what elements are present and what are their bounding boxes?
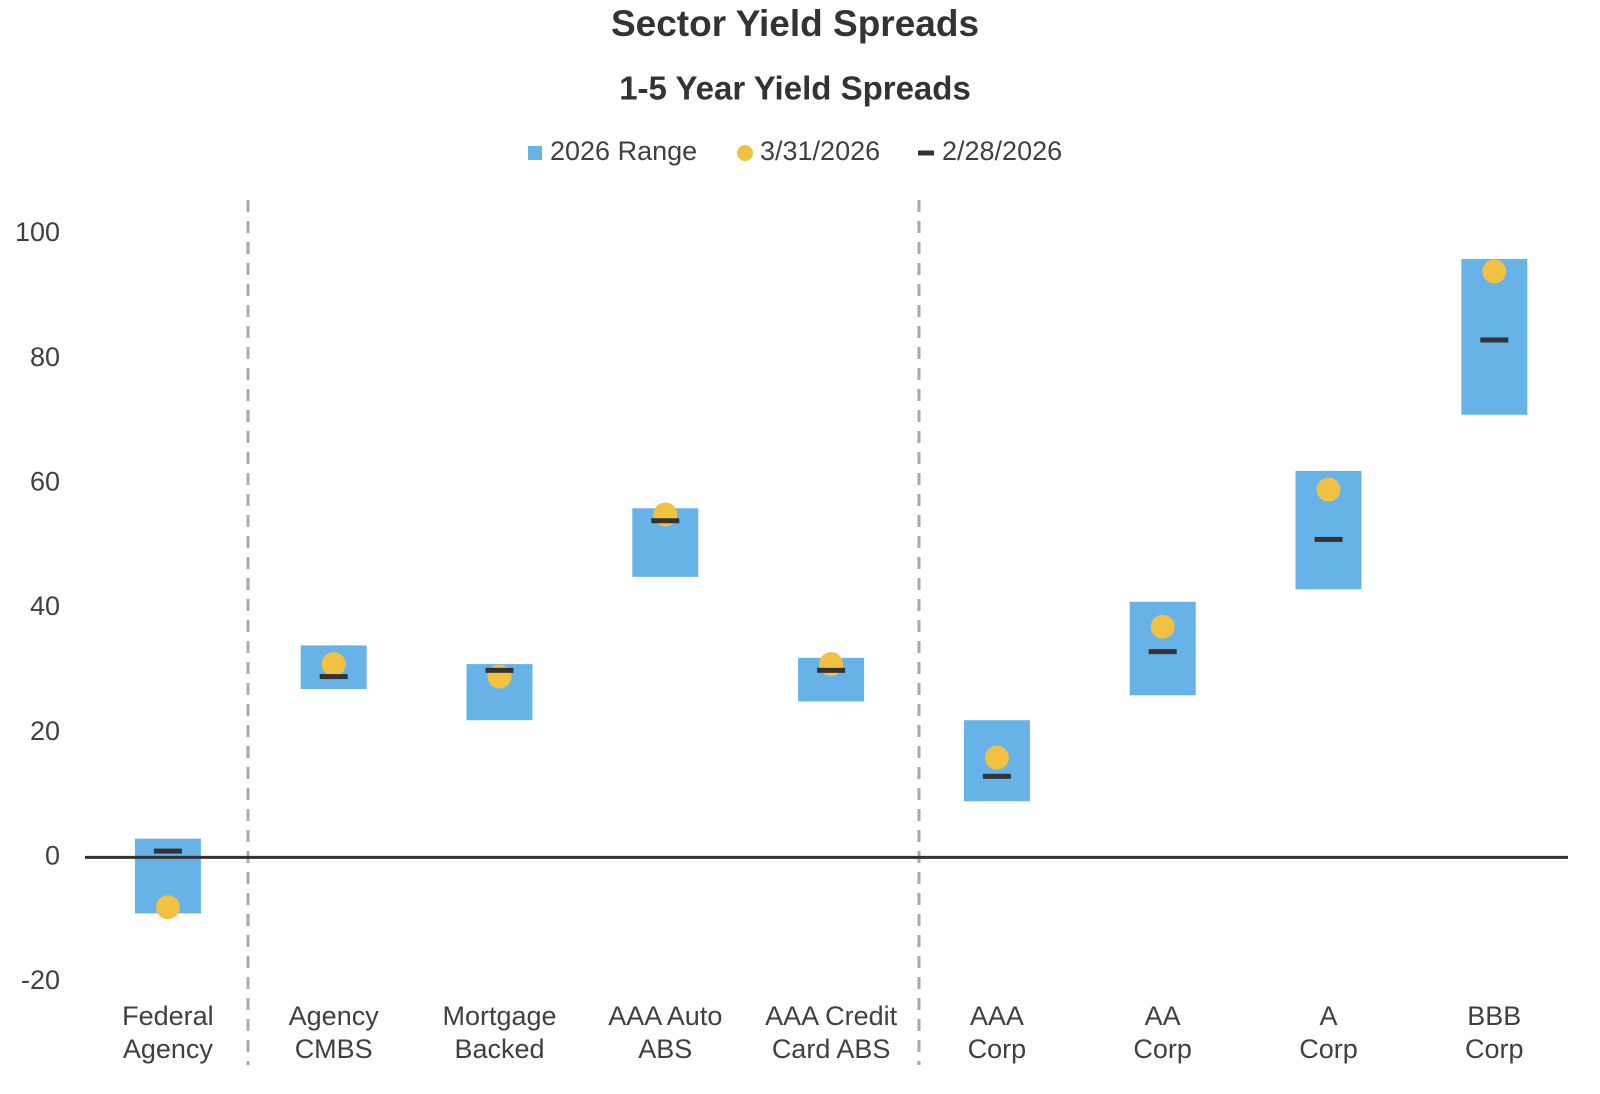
dot-marker (1482, 259, 1507, 284)
y-tick-label: -20 (21, 965, 60, 995)
x-tick-label: Card ABS (772, 1034, 891, 1064)
dash-marker (1314, 536, 1343, 542)
x-tick-label: ABS (638, 1034, 692, 1064)
chart-subtitle: 1-5 Year Yield Spreads (619, 70, 971, 107)
dash-marker (319, 674, 348, 680)
y-tick-label: 100 (15, 217, 60, 247)
legend-label: 2/28/2026 (942, 136, 1062, 166)
y-tick-label: 40 (30, 591, 60, 621)
dash-marker (982, 773, 1011, 779)
legend-swatch (528, 146, 542, 160)
x-tick-label: Federal (122, 1001, 214, 1031)
x-tick-label: Agency (123, 1034, 214, 1064)
x-tick-label: AAA (970, 1001, 1024, 1031)
legend-label: 3/31/2026 (760, 136, 880, 166)
y-tick-label: 80 (30, 342, 60, 372)
x-tick-label: AAA Auto (608, 1001, 722, 1031)
dot-marker (984, 745, 1009, 770)
dash-marker (1148, 649, 1177, 655)
x-tick-label: A (1319, 1001, 1337, 1031)
x-tick-label: Corp (1465, 1034, 1524, 1064)
legend-swatch (918, 150, 934, 156)
x-tick-label: Backed (454, 1034, 544, 1064)
range-bar (1461, 258, 1528, 415)
dot-marker (155, 895, 180, 920)
dash-marker (485, 667, 514, 673)
x-tick-label: AAA Credit (765, 1001, 898, 1031)
legend-swatch (737, 145, 753, 161)
y-tick-label: 60 (30, 466, 60, 496)
dash-marker (817, 667, 846, 673)
x-tick-label: Corp (1299, 1034, 1358, 1064)
y-tick-label: 20 (30, 716, 60, 746)
dash-marker (1480, 337, 1509, 343)
x-tick-label: BBB (1467, 1001, 1521, 1031)
dash-marker (651, 518, 680, 524)
legend-label: 2026 Range (550, 136, 697, 166)
dot-marker (1316, 477, 1341, 502)
x-tick-label: AA (1145, 1001, 1181, 1031)
x-tick-label: Mortgage (442, 1001, 556, 1031)
dash-marker (153, 848, 182, 854)
dot-marker (1150, 614, 1175, 639)
dot-marker (321, 652, 346, 677)
x-tick-label: Corp (968, 1034, 1027, 1064)
x-tick-label: CMBS (295, 1034, 373, 1064)
x-tick-label: Corp (1133, 1034, 1192, 1064)
chart-title: Sector Yield Spreads (611, 3, 979, 44)
x-tick-label: Agency (289, 1001, 380, 1031)
y-tick-label: 0 (45, 840, 60, 870)
